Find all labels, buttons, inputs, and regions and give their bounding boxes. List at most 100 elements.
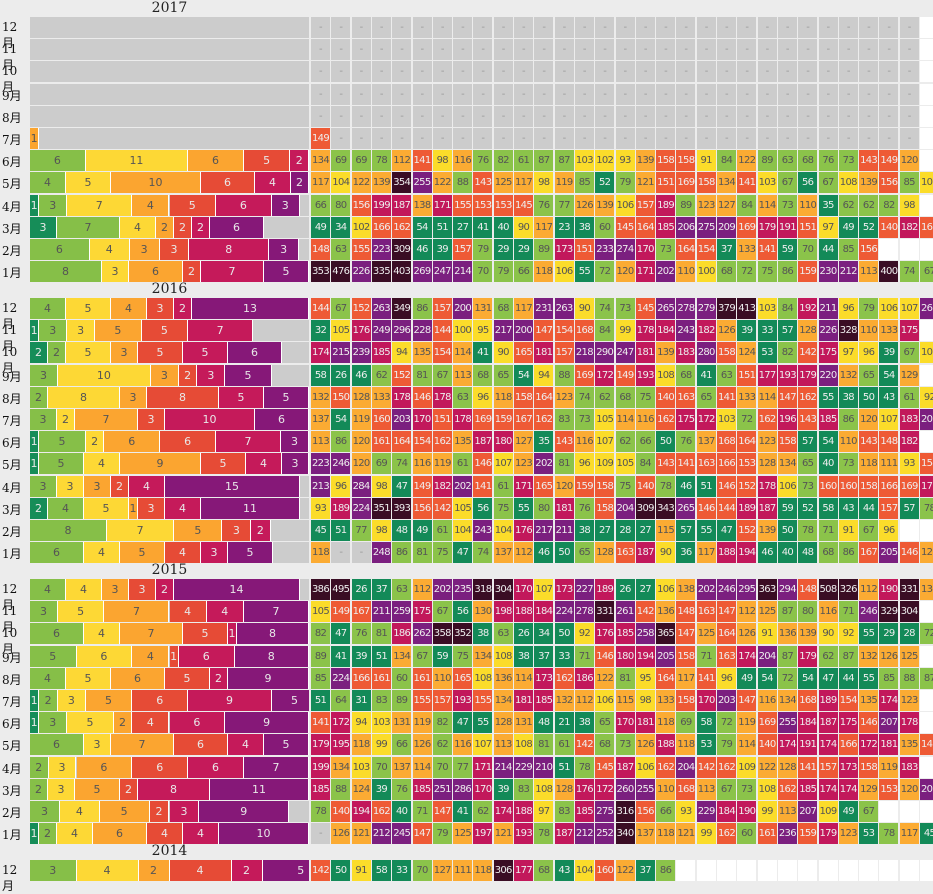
month-summary-bar [30,17,309,38]
bar-segment: 5 [174,520,223,541]
day-cell: 99 [615,320,635,342]
bar-segment: 6 [93,823,147,845]
day-cell: 107 [899,298,919,319]
day-cell: 193 [453,690,473,711]
day-cell: 110 [859,320,879,342]
day-cell: 226 [351,261,371,283]
day-cell: 79 [493,261,513,283]
day-cell: - [798,83,818,105]
day-cell: 233 [595,239,615,260]
day-cell [920,239,933,260]
bar-segment: 8 [237,623,309,645]
day-cell: 164 [676,239,696,260]
day-cell: 103 [717,409,736,430]
day-cell: 50 [331,860,351,881]
day-cell: 153 [473,194,493,216]
bar-segment: 8 [234,645,309,667]
day-cell: 81 [554,453,574,475]
day-cell: 119 [737,712,757,734]
day-cell: 104 [331,172,351,194]
day-cell: 132 [838,364,858,386]
day-cell: - [595,83,615,105]
day-cell: 138 [412,194,432,216]
bar-segment: 10 [57,364,151,386]
day-cell: 55 [514,497,533,519]
day-cell: 75 [615,475,635,497]
day-cell: 158 [676,645,696,667]
day-cell: 177 [757,364,777,386]
day-cell: 67 [432,601,452,623]
day-cell: 103 [757,172,777,194]
bar-segment: 5 [138,342,183,364]
day-cell: - [351,61,371,83]
year-title: 2014 [151,843,188,859]
day-cell [920,320,933,342]
day-cell: 139 [635,150,655,172]
day-cell: - [676,17,696,38]
bar-segment: 6 [30,239,90,260]
bar-segment: 3 [84,475,111,497]
day-cell: 87 [920,667,933,689]
day-cell: 204 [757,645,777,667]
day-cell: 110 [838,431,858,453]
day-cell [899,520,919,541]
day-cell: 174 [879,690,899,711]
day-cell: 214 [453,261,473,283]
day-cell: - [392,83,412,105]
day-cell: 113 [493,734,513,756]
day-cell: 119 [554,172,574,194]
day-cell: 133 [737,239,757,260]
day-cell: 70 [412,860,432,881]
day-cell: 72 [737,261,757,283]
day-cell: 34 [534,623,554,645]
day-cell: 82 [777,342,797,364]
bar-segment: 3 [57,690,86,711]
day-cell: 82 [432,712,452,734]
day-cell: 75 [635,386,655,408]
bar-segment: 9 [120,453,201,475]
day-cell: 92 [838,623,858,645]
day-cell: 363 [757,579,777,600]
day-cell: 354 [392,172,412,194]
day-cell: 72 [920,623,933,645]
day-cell: 74 [574,386,594,408]
bar-segment: 11 [85,150,189,172]
day-cell: 54 [514,364,533,386]
day-cell: - [615,83,635,105]
day-cell: 217 [493,320,513,342]
day-cell: 185 [311,778,330,800]
day-cell: 155 [453,194,473,216]
day-cell: 187 [635,542,655,564]
day-cell: - [696,128,716,149]
day-cell: 263 [371,298,391,319]
day-cell: 178 [899,712,919,734]
day-cell: 139 [859,172,879,194]
day-cell: 116 [453,150,473,172]
day-cell: 81 [534,734,554,756]
bar-segment: 5 [271,690,309,711]
bar-segment: 3 [30,216,57,238]
day-cell: - [635,105,655,127]
day-cell: 78 [656,475,676,497]
day-cell: 41 [473,216,493,238]
day-cell: 134 [717,172,736,194]
day-cell: 269 [412,261,432,283]
day-cell: 331 [595,601,615,623]
month-summary-bar: 3 3 3 2 4 15 [30,475,309,497]
day-cell: - [554,105,574,127]
bar-segment: 3 [222,520,252,541]
day-cell: 164 [635,216,655,238]
day-cell: 209 [920,409,933,430]
day-cell: 139 [656,342,676,364]
day-cell: 181 [879,734,899,756]
day-cell: 107 [493,453,513,475]
day-cell: 508 [818,579,838,600]
day-cell: 157 [554,342,574,364]
day-cell: 68 [717,261,736,283]
day-cell: 40 [818,453,838,475]
month-label: 1月 [2,266,22,281]
day-cell: 40 [493,216,513,238]
